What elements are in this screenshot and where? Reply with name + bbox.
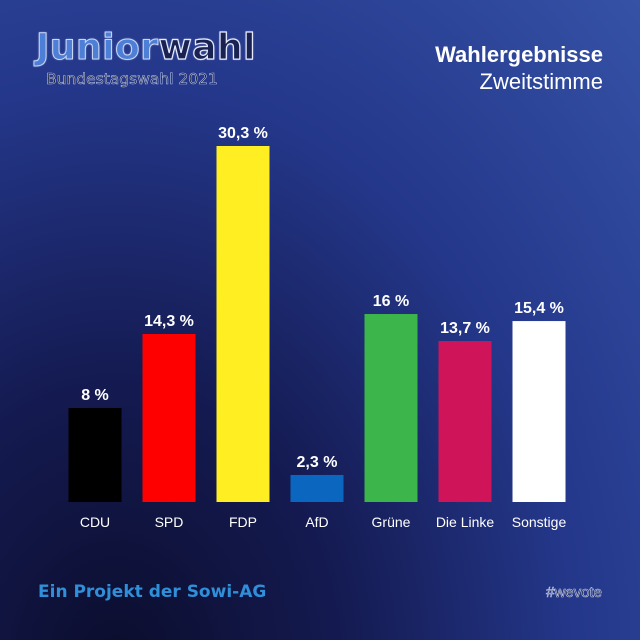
bar-afd — [290, 474, 344, 502]
project-credit: Ein Projekt der Sowi-AG — [38, 582, 267, 602]
chart-header: Wahlergebnisse Zweitstimme — [435, 42, 603, 96]
category-label-cdu: CDU — [80, 514, 110, 530]
category-label-sonstige: Sonstige — [512, 514, 567, 530]
value-label-cdu: 8 % — [81, 387, 109, 404]
bar-die-linke — [438, 341, 492, 502]
chart-title: Wahlergebnisse — [435, 42, 603, 67]
category-label-fdp: FDP — [229, 514, 257, 530]
hashtag: #wevote — [546, 584, 602, 602]
bar-spd — [142, 333, 196, 502]
bar-sonstige — [512, 321, 566, 502]
value-label-sonstige: 15,4 % — [514, 300, 564, 317]
bar-grüne — [364, 314, 418, 502]
logo-subtitle: Bundestagswahl 2021 — [46, 70, 219, 89]
logo-part-wahl: wahl — [158, 27, 257, 68]
bar-fdp — [216, 146, 270, 502]
value-label-afd: 2,3 % — [297, 454, 338, 471]
category-label-grüne: Grüne — [372, 514, 411, 530]
value-label-fdp: 30,3 % — [218, 125, 268, 142]
value-label-grüne: 16 % — [373, 293, 409, 310]
category-label-spd: SPD — [155, 514, 184, 530]
chart-subtitle: Zweitstimme — [479, 69, 603, 94]
category-label-afd: AfD — [305, 514, 328, 530]
juniorwahl-logo: Juniorwahl Bundestagswahl 2021 — [35, 27, 257, 89]
logo-wordmark: Juniorwahl — [35, 27, 257, 68]
value-label-spd: 14,3 % — [144, 313, 194, 330]
bar-cdu — [68, 408, 122, 502]
category-label-die-linke: Die Linke — [436, 514, 495, 530]
value-label-die-linke: 13,7 % — [440, 320, 490, 337]
logo-part-junior: Junior — [35, 27, 159, 68]
